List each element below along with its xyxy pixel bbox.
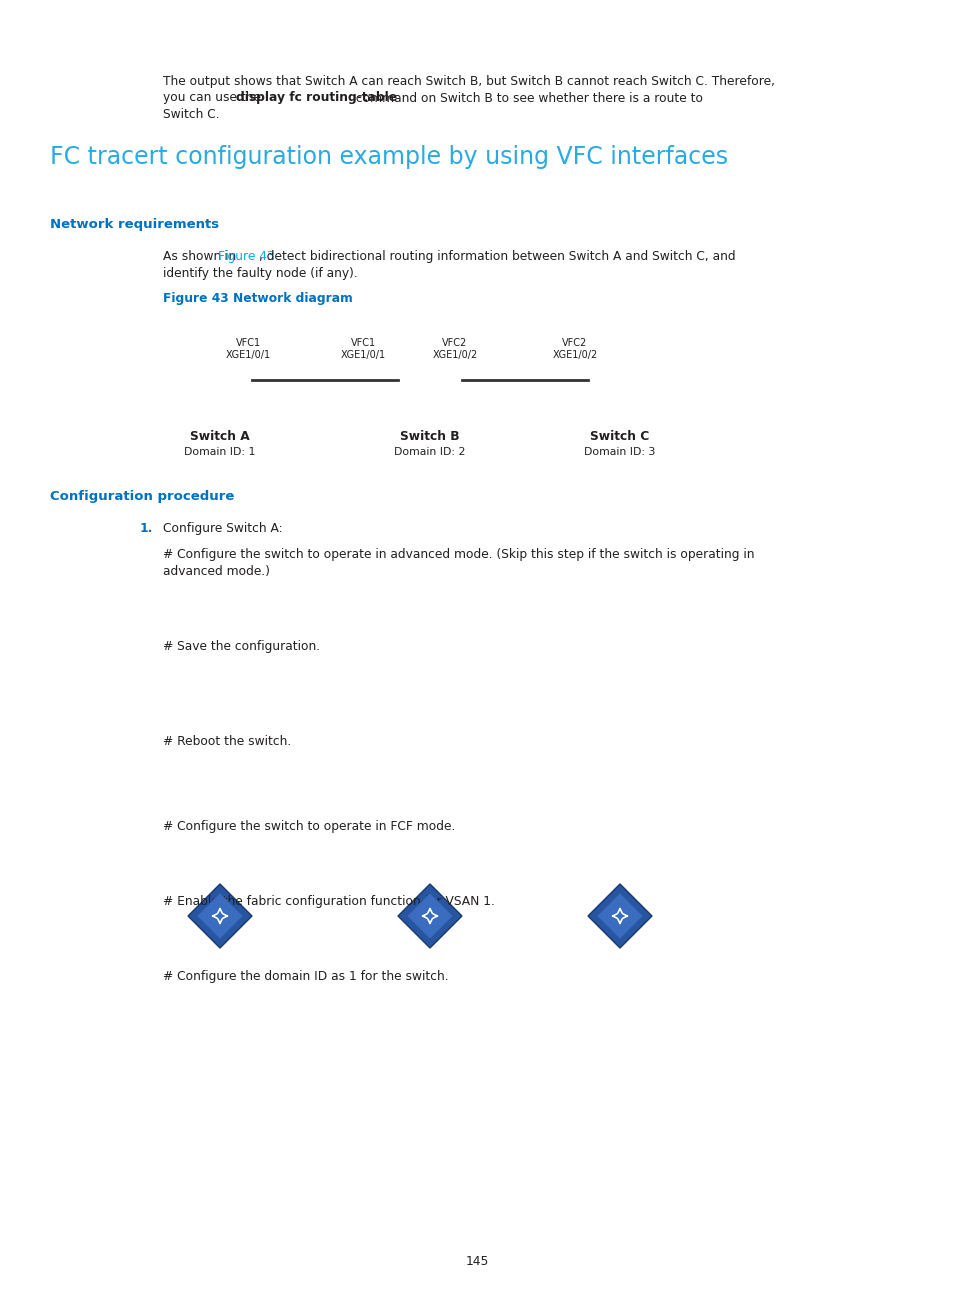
- Text: Configure Switch A:: Configure Switch A:: [163, 522, 282, 535]
- Text: # Enable the fabric configuration function for VSAN 1.: # Enable the fabric configuration functi…: [163, 896, 495, 908]
- Text: identify the faulty node (if any).: identify the faulty node (if any).: [163, 267, 357, 280]
- Text: Figure 43 Network diagram: Figure 43 Network diagram: [163, 292, 353, 305]
- Text: display fc routing-table: display fc routing-table: [236, 92, 397, 105]
- Text: # Save the configuration.: # Save the configuration.: [163, 640, 320, 653]
- Text: VFC1: VFC1: [235, 338, 260, 349]
- Text: # Reboot the switch.: # Reboot the switch.: [163, 735, 291, 748]
- Text: Domain ID: 3: Domain ID: 3: [583, 447, 655, 457]
- Text: Switch C: Switch C: [590, 430, 649, 443]
- Text: VFC2: VFC2: [442, 338, 467, 349]
- Text: you can use the: you can use the: [163, 92, 265, 105]
- Text: 145: 145: [465, 1255, 488, 1267]
- Polygon shape: [196, 893, 243, 940]
- Text: command on Switch B to see whether there is a route to: command on Switch B to see whether there…: [351, 92, 701, 105]
- Text: XGE1/0/2: XGE1/0/2: [552, 350, 597, 360]
- Text: Switch C.: Switch C.: [163, 108, 219, 121]
- Text: Switch B: Switch B: [399, 430, 459, 443]
- Polygon shape: [397, 884, 461, 947]
- Text: Domain ID: 2: Domain ID: 2: [394, 447, 465, 457]
- Text: Network requirements: Network requirements: [50, 218, 219, 231]
- Text: Figure 43: Figure 43: [217, 250, 274, 263]
- Text: Switch A: Switch A: [190, 430, 250, 443]
- Polygon shape: [597, 893, 642, 940]
- Polygon shape: [188, 884, 252, 947]
- Text: , detect bidirectional routing information between Switch A and Switch C, and: , detect bidirectional routing informati…: [259, 250, 735, 263]
- Text: VFC1: VFC1: [350, 338, 375, 349]
- Text: Configuration procedure: Configuration procedure: [50, 490, 234, 503]
- Text: VFC2: VFC2: [561, 338, 587, 349]
- Text: The output shows that Switch A can reach Switch B, but Switch B cannot reach Swi: The output shows that Switch A can reach…: [163, 75, 774, 88]
- Text: FC tracert configuration example by using VFC interfaces: FC tracert configuration example by usin…: [50, 145, 727, 168]
- Text: XGE1/0/2: XGE1/0/2: [432, 350, 477, 360]
- Text: XGE1/0/1: XGE1/0/1: [225, 350, 271, 360]
- Text: 1.: 1.: [140, 522, 153, 535]
- Polygon shape: [587, 884, 651, 947]
- Text: advanced mode.): advanced mode.): [163, 565, 270, 578]
- Text: XGE1/0/1: XGE1/0/1: [340, 350, 385, 360]
- Text: Domain ID: 1: Domain ID: 1: [184, 447, 255, 457]
- Polygon shape: [407, 893, 453, 940]
- Text: As shown in: As shown in: [163, 250, 240, 263]
- Text: # Configure the switch to operate in FCF mode.: # Configure the switch to operate in FCF…: [163, 820, 455, 833]
- Text: # Configure the domain ID as 1 for the switch.: # Configure the domain ID as 1 for the s…: [163, 969, 448, 982]
- Text: # Configure the switch to operate in advanced mode. (Skip this step if the switc: # Configure the switch to operate in adv…: [163, 548, 754, 561]
